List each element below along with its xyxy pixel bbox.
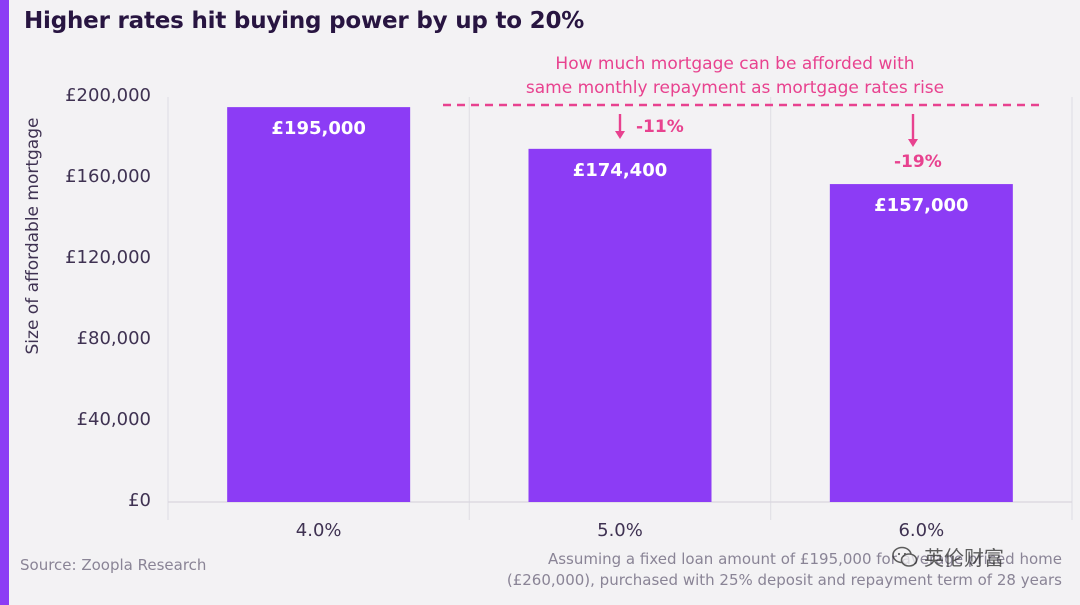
chart-title: Higher rates hit buying power by up to 2… [24, 8, 585, 34]
bar-5.0% [528, 148, 712, 502]
y-tick-label: £40,000 [76, 409, 151, 430]
annotation-text: How much mortgage can be afforded with s… [470, 52, 1000, 100]
x-tick-label: 5.0% [597, 520, 643, 541]
watermark: 英伦财富 [892, 542, 1004, 571]
bar-value-label: £174,400 [572, 159, 668, 181]
change-label: -11% [636, 117, 684, 137]
bar-4.0% [227, 107, 411, 502]
bar-value-label: £157,000 [874, 195, 969, 217]
change-arrow-head [615, 131, 625, 139]
watermark-text: 英伦财富 [924, 546, 1004, 570]
footnote-line-1: Assuming a fixed loan amount of £195,000… [547, 550, 1062, 568]
y-tick-label: £200,000 [65, 85, 151, 106]
y-tick-label: £120,000 [65, 247, 151, 268]
x-tick-label: 6.0% [898, 520, 945, 541]
bar-value-label: £195,000 [271, 118, 366, 140]
left-accent-bar [0, 0, 9, 605]
wechat-icon [892, 546, 918, 567]
y-tick-label: £80,000 [76, 328, 151, 349]
bar-6.0% [829, 184, 1013, 502]
y-tick-label: £0 [128, 490, 151, 511]
footnote-line-2: (£260,000), purchased with 25% deposit a… [506, 571, 1062, 589]
annotation-line-1: How much mortgage can be afforded with [555, 54, 915, 74]
change-arrow-head [908, 139, 918, 147]
x-tick-label: 4.0% [295, 520, 342, 541]
change-label: -19% [894, 152, 942, 172]
source-note: Source: Zoopla Research [20, 556, 207, 574]
annotation-line-2: same monthly repayment as mortgage rates… [525, 78, 945, 98]
y-tick-label: £160,000 [65, 166, 151, 187]
footnote: Assuming a fixed loan amount of £195,000… [442, 549, 1062, 591]
